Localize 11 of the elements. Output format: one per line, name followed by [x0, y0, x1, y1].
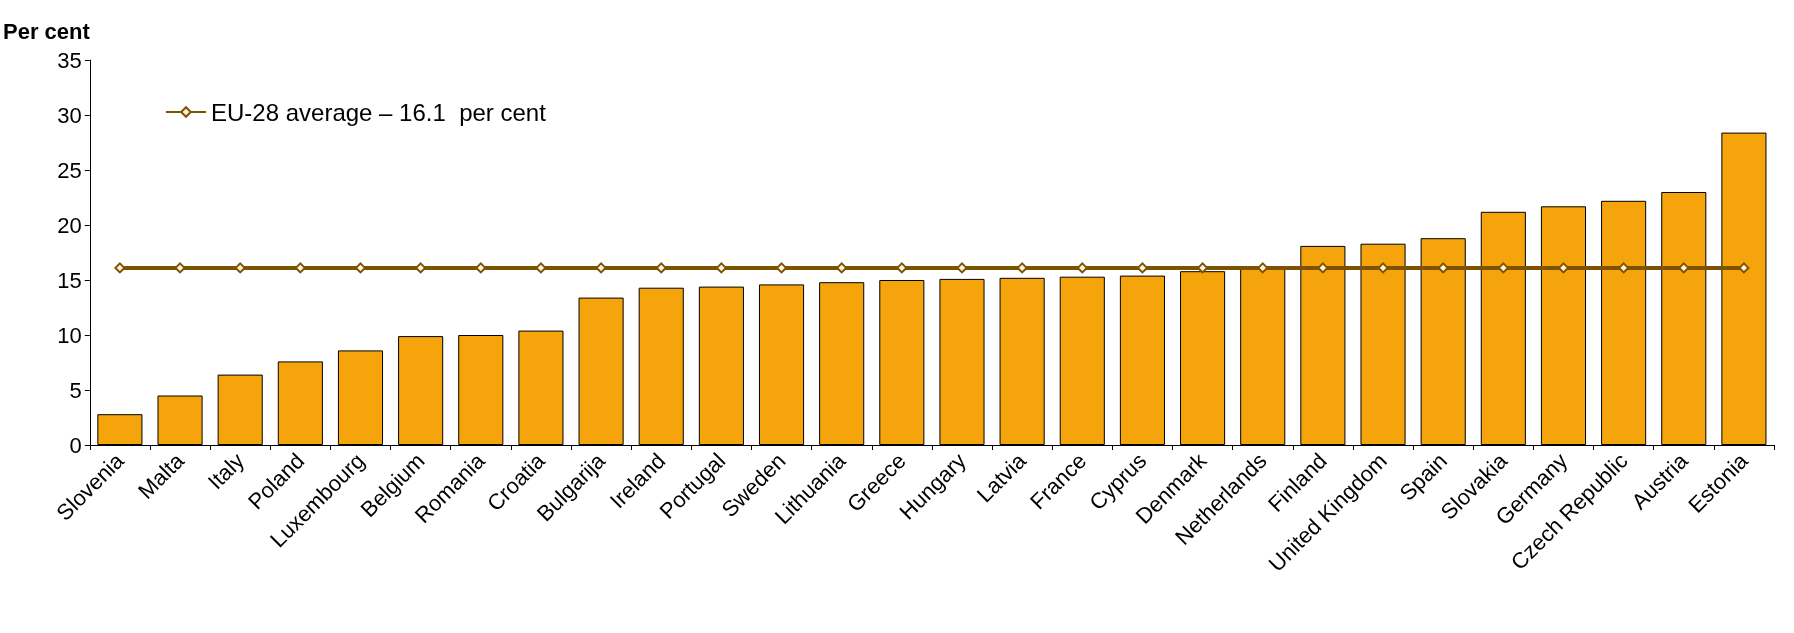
legend-label: EU-28 average – 16.1 per cent — [211, 98, 547, 126]
y-tick-label: 5 — [69, 377, 82, 403]
y-axis-title: Per cent — [2, 18, 91, 44]
y-tick-label: 25 — [57, 157, 82, 183]
x-tick-label: Italy — [202, 448, 250, 495]
y-tick-label: 10 — [57, 322, 82, 348]
y-tick-label: 20 — [57, 212, 82, 238]
y-tick-label: 30 — [57, 102, 82, 128]
y-tick-label: 0 — [69, 432, 82, 458]
y-tick-label: 15 — [57, 267, 82, 293]
y-tick-label: 35 — [57, 47, 82, 73]
